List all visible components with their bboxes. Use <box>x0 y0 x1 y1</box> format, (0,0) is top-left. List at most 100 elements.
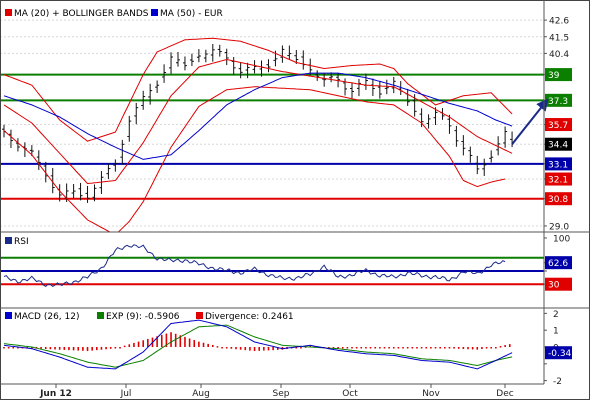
divergence-bar <box>119 347 121 349</box>
macd-tick-label: 1 <box>553 327 559 337</box>
divergence-bar <box>406 347 409 349</box>
divergence-bar <box>123 345 126 348</box>
divergence-bar <box>397 347 400 349</box>
macd-panel: -2012 -0.34 MACD (26, 12) EXP (9): -0.59… <box>3 310 572 387</box>
divergence-bar <box>420 347 423 349</box>
divergence-bar <box>82 347 84 351</box>
price-tick-label: 41.5 <box>549 33 569 43</box>
divergence-bar <box>471 347 474 350</box>
divergence-bar <box>476 347 479 350</box>
divergence-bar <box>430 347 432 349</box>
divergence-bar <box>3 347 5 349</box>
divergence-bar <box>434 347 437 349</box>
level-tag-37-3-bg <box>545 93 572 107</box>
divergence-bar <box>272 347 274 351</box>
divergence-bar <box>374 347 376 349</box>
x-tick-label: Sep <box>273 389 290 399</box>
divergence-bar <box>249 347 251 351</box>
divergence-bar <box>68 347 70 351</box>
divergence-bar <box>369 347 372 349</box>
divergence-bar <box>453 347 455 349</box>
divergence-bar <box>276 347 279 350</box>
legend-swatch-divergence <box>196 312 203 319</box>
rsi-line <box>3 244 506 288</box>
upper-bollinger-band <box>3 37 513 142</box>
divergence-bar <box>147 338 149 347</box>
divergence-bar <box>462 347 465 350</box>
divergence-bar <box>72 347 75 351</box>
divergence-bar <box>383 347 386 349</box>
divergence-bar <box>225 347 228 349</box>
macd-tag-value-bg <box>545 346 572 360</box>
divergence-bar <box>165 333 168 347</box>
divergence-bar <box>444 347 446 349</box>
macd-line <box>3 319 513 370</box>
x-tick-label: Oct <box>342 389 358 399</box>
forecast-arrow <box>511 98 549 145</box>
macd-legend: MACD (26, 12) EXP (9): -0.5906 Divergenc… <box>5 312 294 322</box>
value-tag-32-1-bg <box>545 172 572 186</box>
lower-bollinger-band <box>3 86 506 232</box>
rsi-tag-30: 30 <box>548 281 560 291</box>
divergence-bar <box>207 343 209 347</box>
divergence-bar <box>216 346 219 348</box>
divergence-bar <box>258 347 260 351</box>
divergence-bar <box>156 336 158 347</box>
divergence-bar <box>448 347 451 349</box>
divergence-bar <box>337 347 339 349</box>
divergence-bar <box>253 347 256 352</box>
divergence-bar <box>244 347 247 351</box>
divergence-bar <box>351 347 353 349</box>
x-tick-label: Jun 12 <box>39 389 72 399</box>
divergence-bar <box>508 344 511 347</box>
rsi-tag-62-6: 62.6 <box>548 259 568 269</box>
x-tick-label: Jul <box>120 389 132 399</box>
divergence-bar <box>439 347 441 349</box>
divergence-bar <box>7 347 10 349</box>
divergence-bar <box>355 347 358 349</box>
divergence-bar <box>341 347 344 349</box>
divergence-bar <box>267 347 270 351</box>
divergence-bar <box>457 347 460 349</box>
divergence-bar <box>17 347 19 349</box>
ma50-line <box>3 72 513 160</box>
value-tag-35-7-bg <box>545 118 572 132</box>
rsi-tag-30-bg <box>545 277 572 291</box>
value-tag-32-1: 32.1 <box>548 176 568 186</box>
value-tag-34-4: 34.4 <box>548 141 568 151</box>
divergence-bar <box>481 347 483 350</box>
legend-macd: MACD (26, 12) <box>14 312 80 322</box>
legend-rsi: RSI <box>14 237 29 247</box>
divergence-bar <box>309 345 312 348</box>
rsi-legend: RSI <box>5 237 29 247</box>
divergence-bar <box>128 344 131 347</box>
legend-divergence: Divergence: 0.2461 <box>205 312 294 322</box>
divergence-bar <box>49 347 52 350</box>
divergence-bar <box>179 335 182 347</box>
divergence-bar <box>425 347 428 349</box>
legend-swatch-ma50 <box>151 9 158 16</box>
divergence-bar <box>490 347 492 349</box>
divergence-bar <box>160 334 163 347</box>
divergence-bar <box>239 347 242 350</box>
price-tick-label: 29.0 <box>549 222 569 232</box>
divergence-bar <box>77 347 80 351</box>
legend-ma50: MA (50) - EUR <box>160 9 223 19</box>
divergence-bar <box>174 333 177 347</box>
level-tag-39-bg <box>545 68 572 82</box>
divergence-bar <box>137 341 140 347</box>
divergence-bar <box>105 347 107 350</box>
price-panel: 29.0 40.4 41.5 42.6 39 37.3 33.1 30.8 35.7 34.4 3… <box>0 9 572 232</box>
x-tick-label: Nov <box>422 389 440 399</box>
divergence-bar <box>114 347 117 349</box>
price-tick-label: 40.4 <box>549 50 569 60</box>
rsi-panel: 100 30 62.6 RSI <box>0 234 572 291</box>
legend-swatch-ma20 <box>5 9 12 16</box>
divergence-bar <box>411 347 414 349</box>
legend-swatch-rsi <box>5 237 12 244</box>
divergence-bar <box>193 340 196 347</box>
divergence-bar <box>263 347 265 351</box>
divergence-bar <box>86 347 89 352</box>
divergence-bar <box>202 342 205 347</box>
x-axis: Jun 12 Jul Aug Sep Oct Nov Dec <box>39 384 514 399</box>
